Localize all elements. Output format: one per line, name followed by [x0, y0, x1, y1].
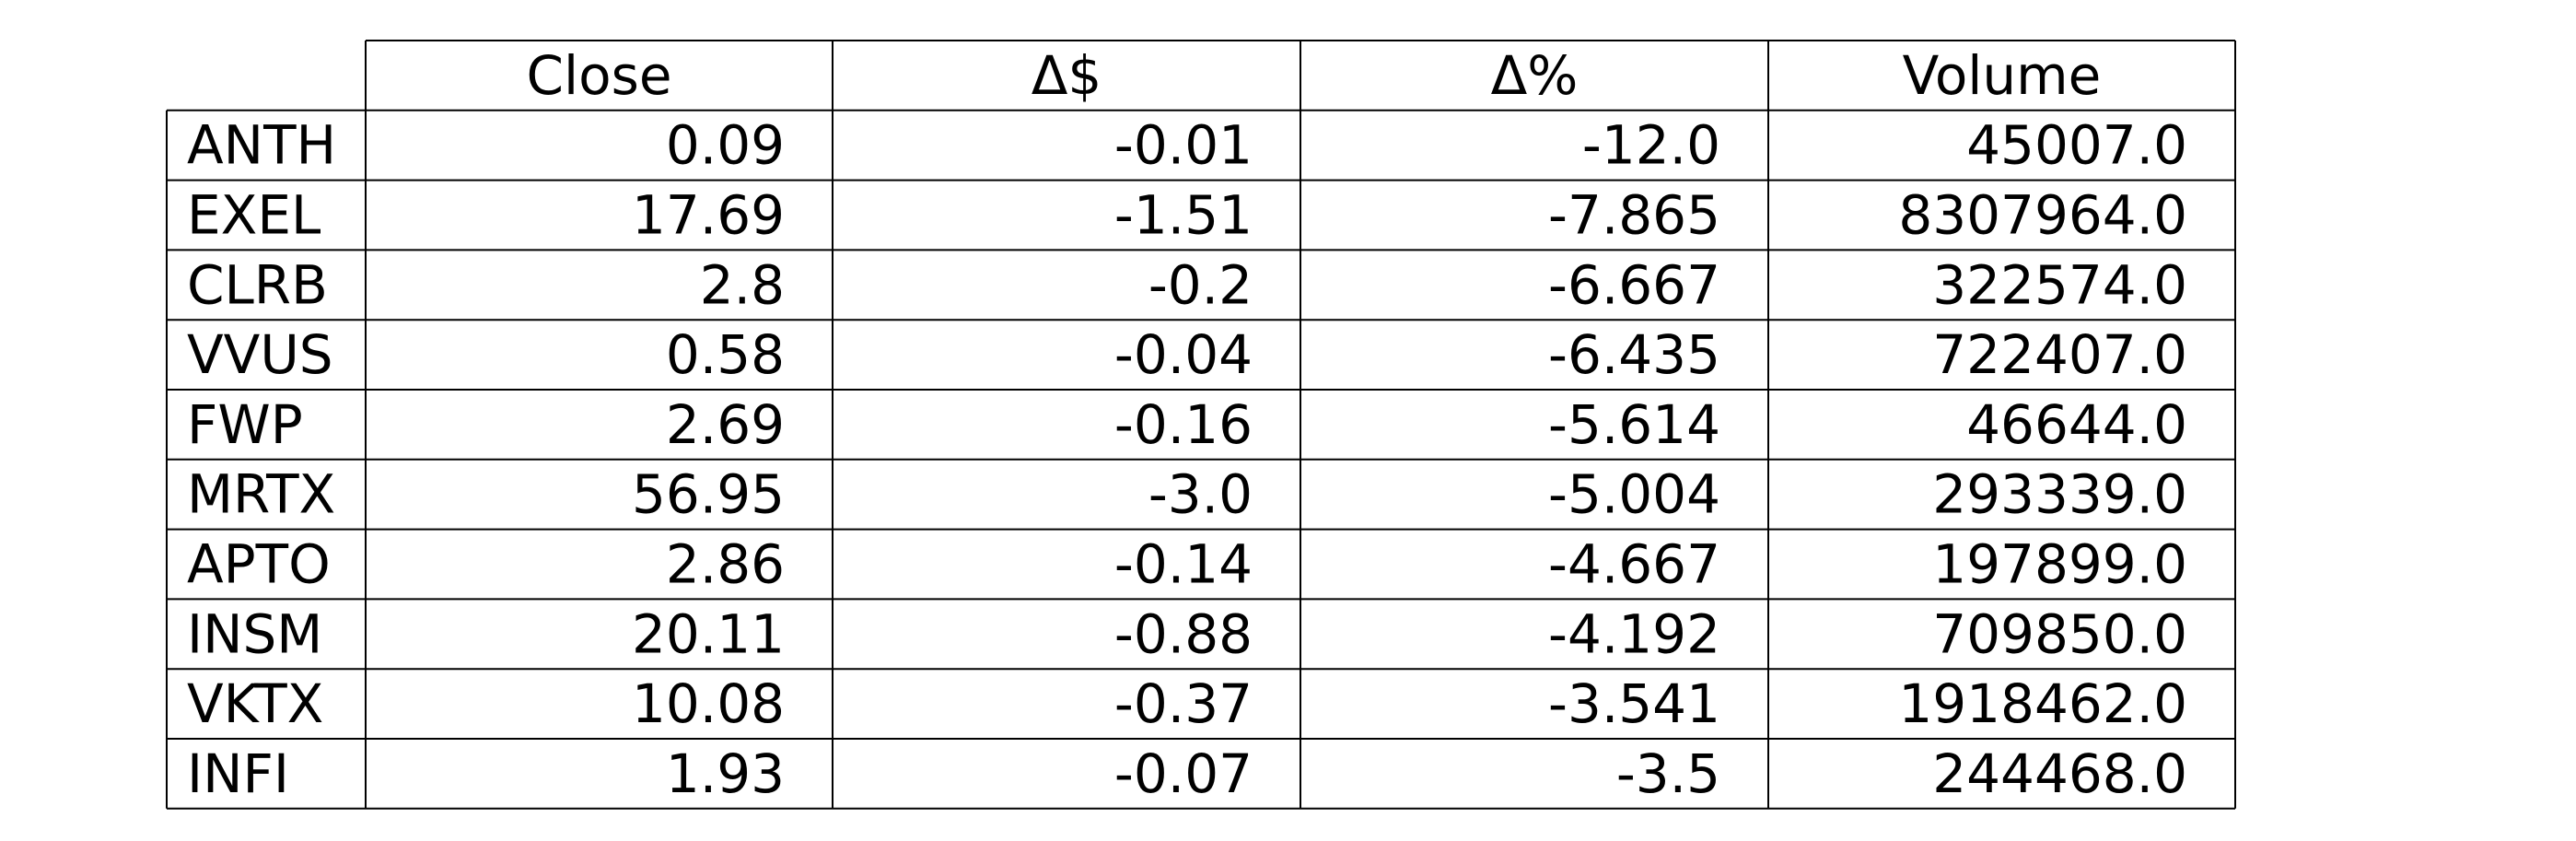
- table-cell: -1.51: [1114, 184, 1253, 247]
- table-cell: 1918462.0: [1898, 672, 2187, 735]
- table-cell: 322574.0: [1932, 253, 2187, 316]
- table-cell: -3.541: [1548, 672, 1720, 735]
- column-header: Close: [527, 44, 672, 107]
- table-cell: -3.5: [1616, 742, 1720, 805]
- table-cell: 17.69: [632, 184, 785, 247]
- table-cell: 46644.0: [1966, 393, 2187, 456]
- row-label: VVUS: [187, 323, 333, 386]
- column-header: Δ%: [1491, 44, 1579, 107]
- table-cell: -0.2: [1148, 253, 1253, 316]
- table-cell: -3.0: [1148, 463, 1253, 526]
- table-cell: -6.667: [1548, 253, 1720, 316]
- table-cell: 2.86: [666, 533, 785, 596]
- table-cell: -7.865: [1548, 184, 1720, 247]
- row-label: APTO: [187, 533, 331, 596]
- table-cell: -0.07: [1114, 742, 1253, 805]
- table-cell: -0.37: [1114, 672, 1253, 735]
- table-cell: 0.58: [666, 323, 785, 386]
- table-cell: -0.01: [1114, 114, 1253, 177]
- table-cell: 1.93: [666, 742, 785, 805]
- table-cell: -4.667: [1548, 533, 1720, 596]
- row-label: INFI: [187, 742, 289, 805]
- table-cell: 2.8: [700, 253, 785, 316]
- row-label: VKTX: [187, 672, 323, 735]
- table-cell: -6.435: [1548, 323, 1720, 386]
- table-cell: 722407.0: [1932, 323, 2187, 386]
- table-cell: -0.14: [1114, 533, 1253, 596]
- table-cell: 293339.0: [1932, 463, 2187, 526]
- row-label: FWP: [187, 393, 303, 456]
- table-cell: 197899.0: [1932, 533, 2187, 596]
- table-cell: 20.11: [632, 602, 785, 665]
- table-cell: 56.95: [632, 463, 785, 526]
- row-label: MRTX: [187, 463, 335, 526]
- table-cell: -12.0: [1582, 114, 1720, 177]
- table-cell: -5.004: [1548, 463, 1720, 526]
- table-cell: -0.16: [1114, 393, 1253, 456]
- table-cell: -0.04: [1114, 323, 1253, 386]
- table-cell: 0.09: [666, 114, 785, 177]
- table-cell: 45007.0: [1966, 114, 2187, 177]
- table-cell: 10.08: [632, 672, 785, 735]
- row-label: CLRB: [187, 253, 328, 316]
- table-cell: 2.69: [666, 393, 785, 456]
- row-label: ANTH: [187, 114, 336, 177]
- column-header: Volume: [1903, 44, 2102, 107]
- table-cell: 8307964.0: [1898, 184, 2187, 247]
- table-cell: -4.192: [1548, 602, 1720, 665]
- row-label: INSM: [187, 602, 322, 665]
- table-cell: 709850.0: [1932, 602, 2187, 665]
- table-cell: 244468.0: [1932, 742, 2187, 805]
- column-header: Δ$: [1032, 44, 1102, 107]
- row-label: EXEL: [187, 184, 321, 247]
- table-cell: -5.614: [1548, 393, 1720, 456]
- table-cell: -0.88: [1114, 602, 1253, 665]
